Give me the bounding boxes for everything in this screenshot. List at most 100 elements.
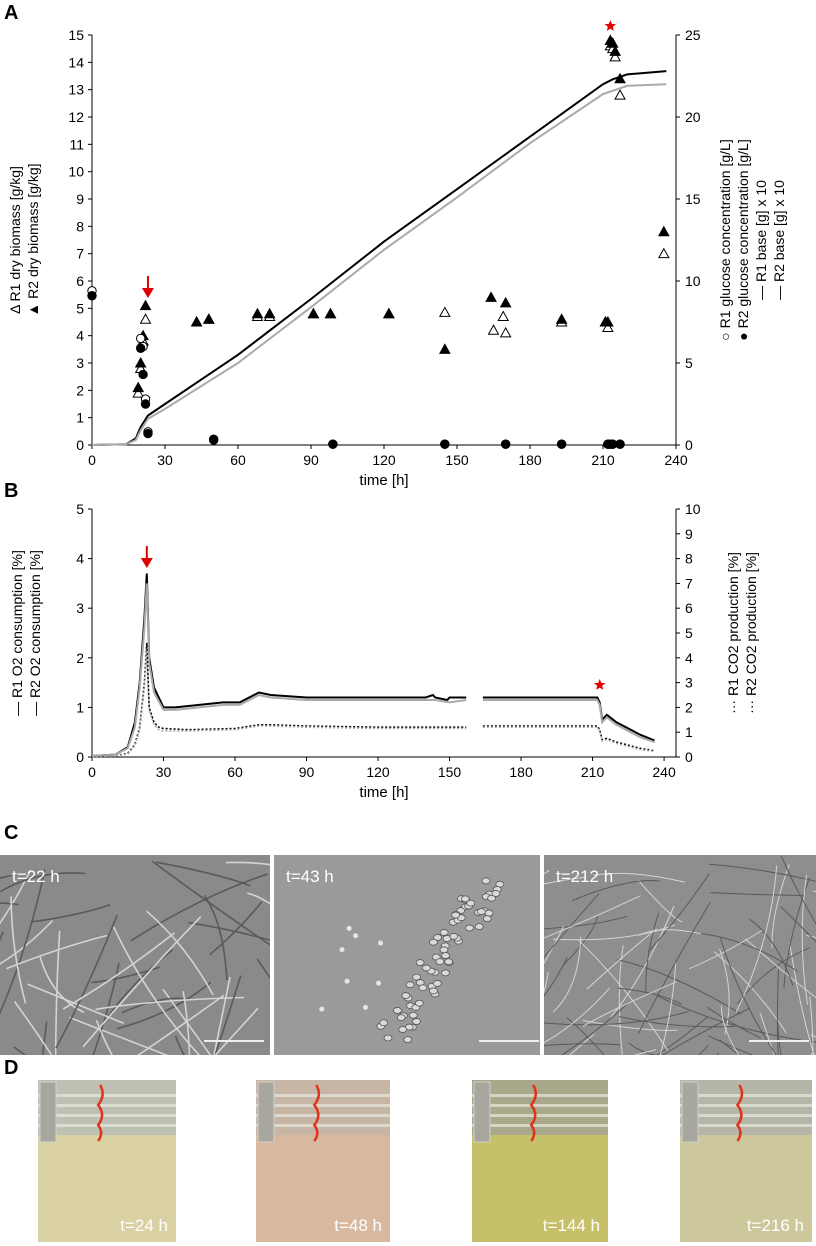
cell (460, 895, 470, 903)
hypha (544, 895, 641, 939)
hypha (708, 863, 816, 882)
x-tick-label: 30 (156, 764, 172, 780)
red-arrow-icon (140, 558, 153, 568)
y2-axis-title-line: — R1 base [g] x 10 (753, 180, 769, 300)
vessel-liquid (680, 1135, 812, 1242)
x-tick-label: 240 (664, 452, 688, 468)
hypha (801, 875, 808, 1005)
data-point (499, 296, 512, 308)
series-line (91, 642, 655, 758)
hypha (561, 916, 598, 967)
micrograph-time-label: t=212 h (556, 867, 614, 886)
y-tick-label: 4 (76, 551, 84, 567)
y2-tick-label: 6 (685, 600, 693, 616)
y2-tick-label: 8 (685, 551, 693, 567)
hypha (214, 975, 242, 1055)
panel-label-d: D (4, 1057, 19, 1079)
cell (418, 984, 428, 992)
y2-tick-label: 0 (685, 437, 693, 453)
data-point (438, 306, 451, 317)
vessel-liquid (38, 1135, 176, 1242)
cell (405, 981, 415, 989)
y-tick-label: 1 (76, 699, 84, 715)
hypha (247, 892, 270, 905)
series-line (91, 83, 667, 446)
hypha (777, 1021, 782, 1055)
cell (481, 877, 491, 885)
hypha (152, 860, 270, 946)
y-axis-title-line: — R2 O2 consumption [%] (27, 550, 43, 716)
hypha (707, 1006, 762, 1039)
cell (401, 992, 411, 999)
cell (412, 1018, 421, 1025)
x-tick-label: 210 (591, 452, 615, 468)
y-tick-label: 14 (68, 54, 84, 70)
series-line (91, 583, 655, 757)
data-point (606, 37, 619, 48)
y2-tick-label: 4 (685, 650, 693, 666)
data-point (139, 313, 152, 324)
y2-tick-label: 10 (685, 273, 701, 289)
photo-time-label: t=216 h (746, 1216, 804, 1235)
micrograph-2: t=43 h (274, 855, 540, 1055)
vessel-ring (472, 1124, 608, 1127)
hypha (776, 970, 779, 1055)
hypha (209, 901, 263, 956)
hypha (544, 957, 568, 997)
cell (487, 894, 497, 902)
hypha (689, 930, 763, 970)
cell (403, 1036, 413, 1044)
hypha (27, 983, 125, 1025)
hypha (618, 987, 683, 1005)
y-tick-label: 2 (76, 650, 84, 666)
x-tick-label: 240 (652, 764, 676, 780)
cell (412, 973, 421, 981)
y2-tick-label: 5 (685, 625, 693, 641)
x-axis-title: time [h] (359, 472, 408, 489)
hypha (544, 869, 550, 875)
hypha (661, 1007, 751, 1055)
data-point (609, 45, 622, 56)
hypha (92, 963, 120, 1055)
cell (415, 959, 425, 966)
cell (421, 964, 431, 972)
hypha (69, 1016, 169, 1055)
cell (433, 934, 442, 941)
hypha (593, 872, 685, 883)
chart-a: 0 30 60 90 120 150 180 210 240012345678910111213… (7, 20, 787, 489)
hypha (744, 938, 816, 999)
x-tick-label: 90 (303, 452, 319, 468)
hypha (688, 931, 798, 972)
hypha (552, 924, 675, 941)
x-tick-label: 180 (518, 452, 542, 468)
data-point (87, 291, 97, 301)
y-axis-title-line: — R1 O2 consumption [%] (9, 550, 25, 716)
cell (363, 1004, 369, 1010)
y-tick-label: 8 (76, 218, 84, 234)
vessel-ring (680, 1104, 812, 1107)
data-point (485, 291, 497, 302)
panel-label-c: C (4, 822, 19, 844)
hypha (162, 988, 212, 1055)
hypha (637, 901, 711, 1034)
hypha (578, 939, 669, 1051)
bioreactor-vessel (472, 1080, 608, 1242)
hypha (146, 910, 214, 996)
cell (451, 911, 461, 919)
y2-axis-title-line: ··· R2 CO2 production [%] (743, 552, 759, 714)
data-point (328, 439, 338, 449)
data-point (263, 307, 276, 319)
cell (441, 969, 450, 977)
x-tick-label: 210 (581, 764, 605, 780)
y-tick-label: 4 (76, 328, 84, 344)
cell (429, 938, 438, 946)
vessel-ring (38, 1114, 176, 1117)
x-tick-label: 60 (227, 764, 243, 780)
hypha (720, 937, 777, 1055)
y-tick-label: 6 (76, 273, 84, 289)
hypha (213, 977, 231, 1055)
x-tick-label: 120 (366, 764, 390, 780)
red-star-icon (594, 679, 606, 690)
hypha (39, 956, 85, 1014)
data-point (657, 247, 670, 259)
